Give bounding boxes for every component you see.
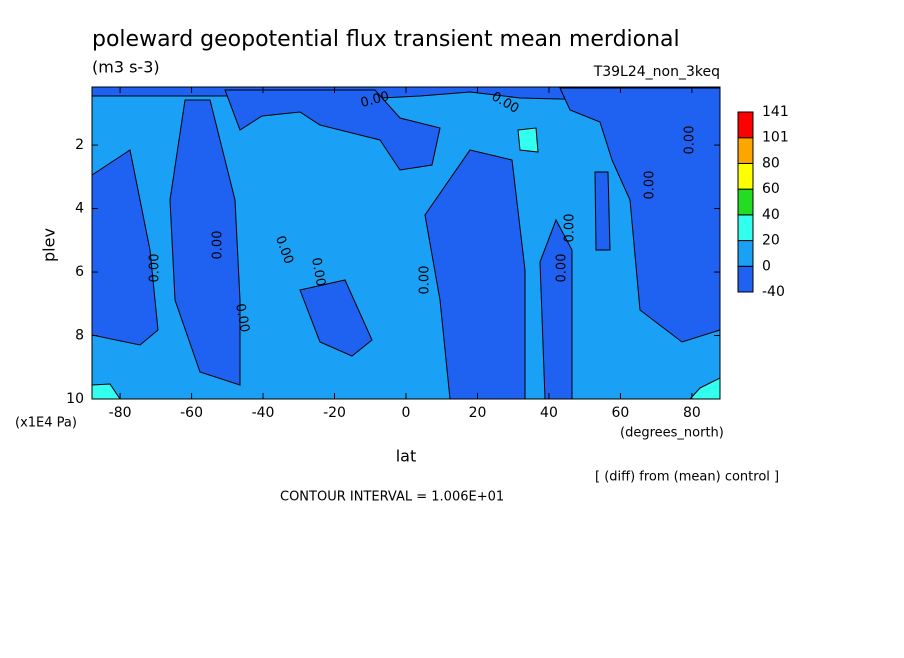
x-axis-label: lat (396, 447, 417, 466)
x-tick-label: 40 (540, 405, 558, 421)
y-tick-label: 8 (75, 328, 84, 344)
chart-title: poleward geopotential flux transient mea… (92, 27, 680, 52)
colorbar-label: 60 (762, 181, 780, 197)
contour-region (299, 279, 373, 357)
contour-label: 0.00 (418, 266, 433, 295)
contour-label: 0.00 (643, 171, 658, 200)
colorbar-label: 40 (762, 207, 780, 223)
x-axis-units: (degrees_north) (620, 426, 724, 441)
y-tick-label: 10 (66, 391, 84, 407)
y-tick-label: 4 (75, 201, 84, 217)
colorbar-box (737, 137, 754, 164)
colorbar-box (737, 265, 754, 293)
y-axis-label: plev (40, 228, 59, 262)
colorbar-box (737, 188, 754, 216)
colorbar-label: 141 (762, 104, 789, 120)
x-tick-label: 0 (402, 405, 411, 421)
colorbar-box (737, 240, 754, 267)
colorbar-box (737, 162, 754, 190)
y-tick-label: 2 (75, 137, 84, 153)
x-tick-label: 80 (683, 405, 701, 421)
contour-region (517, 127, 539, 153)
y-axis-units: (x1E4 Pa) (15, 416, 77, 431)
x-tick-label: -80 (109, 405, 132, 421)
x-tick-label: 20 (469, 405, 487, 421)
annotation: T39L24_non_3keq (593, 64, 720, 80)
colorbar-label: 101 (762, 130, 789, 146)
contour-region (224, 89, 441, 171)
contour-label: 0.00 (232, 302, 252, 333)
x-tick-label: -60 (180, 405, 203, 421)
x-tick-label: -40 (252, 405, 275, 421)
contour-region (169, 99, 241, 386)
colorbar-box (737, 111, 754, 139)
contour-label: 0.00 (148, 254, 163, 283)
contour-label: 0.00 (555, 254, 570, 283)
contour-label: 0.00 (359, 89, 391, 111)
x-tick-label: 60 (612, 405, 630, 421)
colorbar-box (737, 214, 754, 242)
x-tick-label: -20 (323, 405, 346, 421)
contour-label: 0.00 (308, 256, 328, 287)
colorbar-label: 20 (762, 233, 780, 249)
contour-regions (91, 86, 721, 400)
y-tick-label: 6 (75, 264, 84, 280)
contour-label: 0.00 (563, 214, 578, 243)
contour-label: 0.00 (683, 126, 698, 155)
note: CONTOUR INTERVAL = 1.006E+01 (280, 490, 504, 505)
colorbar-label: 0 (762, 258, 771, 274)
chart-subtitle: (m3 s-3) (92, 58, 160, 77)
colorbar-label: -40 (762, 284, 785, 300)
note: [ (diff) from (mean) control ] (595, 470, 779, 485)
contour-region (594, 171, 611, 251)
contour-label: 0.00 (211, 231, 226, 260)
colorbar-label: 80 (762, 155, 780, 171)
